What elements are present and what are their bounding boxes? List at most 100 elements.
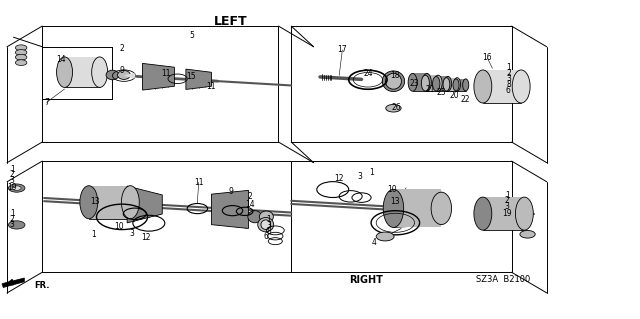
Text: 1: 1: [505, 190, 509, 200]
Polygon shape: [143, 63, 174, 90]
Text: 19: 19: [502, 209, 512, 218]
Bar: [394, 189, 442, 227]
Text: 9: 9: [228, 187, 233, 196]
Circle shape: [376, 232, 394, 241]
Ellipse shape: [454, 78, 461, 91]
Text: 11: 11: [207, 82, 216, 91]
Ellipse shape: [453, 79, 459, 91]
Bar: [65, 57, 100, 87]
Text: 7: 7: [44, 98, 49, 107]
Text: 17: 17: [337, 45, 347, 55]
Bar: [483, 70, 521, 103]
Circle shape: [520, 230, 535, 238]
Bar: [456, 79, 466, 91]
Polygon shape: [2, 278, 24, 287]
Text: 9: 9: [120, 66, 124, 75]
Text: 10: 10: [387, 185, 396, 194]
Text: 14: 14: [245, 200, 255, 209]
Ellipse shape: [443, 78, 450, 91]
Text: 10: 10: [114, 222, 124, 231]
Polygon shape: [211, 190, 248, 228]
Text: 3: 3: [10, 220, 15, 229]
Ellipse shape: [92, 57, 108, 87]
Text: 22: 22: [461, 95, 470, 104]
Text: 21: 21: [425, 85, 435, 94]
Text: 11: 11: [161, 69, 170, 78]
Bar: [447, 78, 457, 91]
Ellipse shape: [434, 75, 442, 91]
Ellipse shape: [512, 70, 530, 103]
Ellipse shape: [56, 57, 72, 87]
Ellipse shape: [421, 75, 429, 91]
Bar: [436, 77, 448, 91]
Text: 2: 2: [505, 196, 509, 205]
Text: LEFT: LEFT: [214, 15, 248, 28]
Circle shape: [12, 186, 21, 190]
Circle shape: [15, 54, 27, 60]
Text: 3: 3: [10, 176, 15, 185]
Text: 16: 16: [483, 53, 492, 62]
Ellipse shape: [422, 73, 431, 91]
Text: 6: 6: [506, 86, 511, 95]
Text: 3: 3: [505, 202, 509, 211]
Text: 26: 26: [392, 103, 401, 112]
Bar: [413, 73, 427, 91]
Text: 1: 1: [369, 168, 374, 177]
Text: 3: 3: [266, 221, 271, 230]
Text: 11: 11: [194, 178, 204, 187]
Wedge shape: [124, 73, 136, 78]
Ellipse shape: [444, 77, 452, 91]
Text: 15: 15: [186, 72, 196, 81]
Ellipse shape: [106, 70, 119, 80]
Text: 18: 18: [390, 71, 400, 80]
Text: 3: 3: [358, 173, 363, 182]
Ellipse shape: [382, 71, 404, 92]
Text: 1: 1: [10, 165, 15, 174]
Circle shape: [386, 104, 401, 112]
Text: 8: 8: [506, 80, 511, 89]
Text: FR.: FR.: [34, 281, 49, 290]
Text: 20: 20: [449, 92, 459, 100]
Polygon shape: [186, 69, 211, 89]
Bar: [483, 197, 524, 230]
Text: 5: 5: [190, 31, 195, 40]
Text: 2: 2: [248, 191, 252, 201]
Ellipse shape: [118, 70, 131, 79]
Text: 19: 19: [8, 183, 17, 192]
Text: 2: 2: [10, 215, 15, 224]
Bar: [89, 186, 131, 219]
Text: 1: 1: [506, 63, 511, 72]
Ellipse shape: [122, 186, 140, 219]
Ellipse shape: [463, 79, 468, 91]
Circle shape: [15, 60, 27, 65]
Ellipse shape: [261, 220, 271, 229]
Text: 12: 12: [141, 233, 151, 242]
Bar: [426, 75, 438, 91]
Ellipse shape: [258, 218, 274, 232]
Circle shape: [15, 45, 27, 50]
Text: 23: 23: [410, 79, 419, 88]
Text: 24: 24: [363, 69, 372, 78]
Text: 25: 25: [436, 88, 446, 97]
Text: 13: 13: [390, 197, 400, 206]
Text: 3: 3: [506, 74, 511, 83]
Text: 14: 14: [56, 55, 66, 64]
Circle shape: [8, 221, 25, 229]
Text: 8: 8: [266, 227, 271, 236]
Ellipse shape: [433, 77, 440, 91]
Text: SZ3A  B2100: SZ3A B2100: [476, 275, 531, 285]
Text: 2: 2: [120, 44, 124, 53]
Text: 1: 1: [266, 215, 271, 224]
Ellipse shape: [385, 73, 401, 89]
Circle shape: [15, 50, 27, 55]
Ellipse shape: [259, 211, 273, 222]
Text: 6: 6: [263, 233, 268, 241]
Ellipse shape: [80, 186, 98, 219]
Ellipse shape: [408, 73, 417, 91]
Text: 4: 4: [372, 238, 377, 247]
Text: 1: 1: [91, 230, 95, 239]
Ellipse shape: [474, 70, 492, 103]
Text: 1: 1: [10, 209, 15, 218]
Text: RIGHT: RIGHT: [349, 275, 383, 286]
Text: 2: 2: [10, 170, 15, 179]
